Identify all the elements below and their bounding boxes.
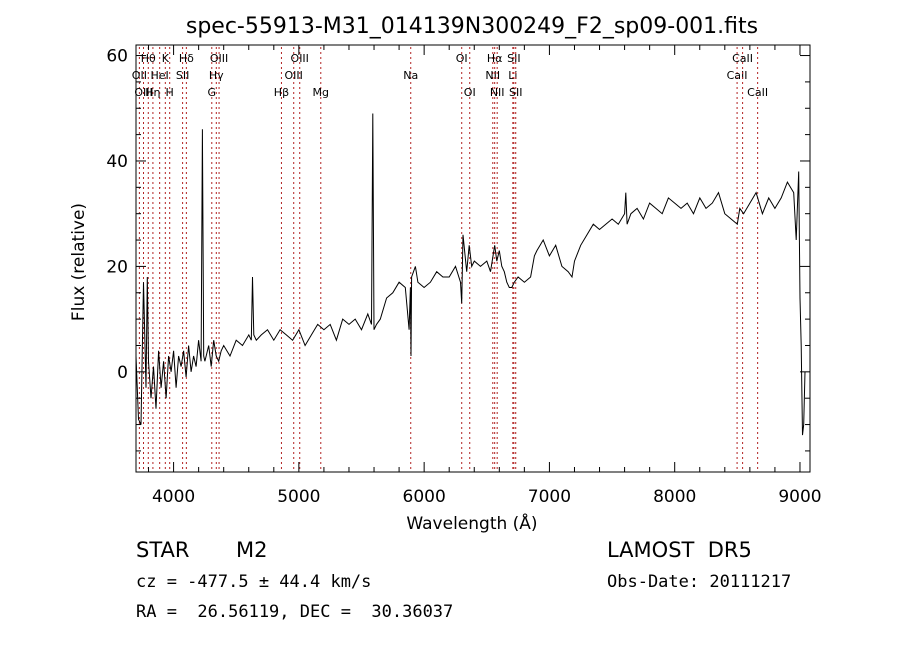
- x-tick-label-5: 9000: [778, 487, 821, 507]
- line-marker-label-8: Hδ: [179, 52, 194, 65]
- y-axis-label: Flux (relative): [69, 203, 89, 321]
- line-marker-label-25: CaII: [727, 69, 748, 82]
- line-marker-label-21: NII: [490, 86, 505, 99]
- line-marker-label-18: OI: [464, 86, 476, 99]
- line-marker-label-6: H: [166, 86, 174, 99]
- x-tick-label-4: 8000: [653, 487, 696, 507]
- line-marker-label-7: SII: [176, 69, 189, 82]
- y-axis: 0 20 40 60: [106, 47, 810, 452]
- line-marker-label-17: OI: [456, 52, 468, 65]
- survey-name: LAMOST DR5: [607, 538, 752, 562]
- line-marker-label-19: NII: [485, 69, 500, 82]
- x-tick-label-1: 5000: [277, 487, 320, 507]
- line-marker-label-23: SII: [507, 52, 520, 65]
- line-marker-label-14: OIII: [291, 52, 309, 65]
- line-marker-label-11: G: [208, 86, 217, 99]
- coordinates: RA = 26.56119, DEC = 30.36037: [136, 602, 454, 622]
- line-marker-label-24: SII: [509, 86, 522, 99]
- y-tick-label-3: 60: [106, 47, 128, 67]
- observation-date: Obs-Date: 20111217: [607, 572, 792, 592]
- line-marker-label-2: OIII: [134, 86, 152, 99]
- plot-frame: [135, 44, 811, 473]
- line-marker-label-12: Hβ: [274, 86, 289, 99]
- line-marker-label-27: CaII: [747, 86, 768, 99]
- line-marker-label-9: Hγ: [209, 69, 224, 82]
- line-marker-label-15: Mg: [313, 86, 329, 99]
- y-tick-label-2: 40: [106, 152, 128, 172]
- line-marker-label-26: CaII: [732, 52, 753, 65]
- object-subclass: M2: [236, 538, 268, 562]
- line-marker-label-10: OIII: [210, 52, 228, 65]
- line-marker-label-5: K: [162, 52, 170, 65]
- y-tick-label-1: 20: [106, 257, 128, 277]
- line-marker-label-4: HeI: [151, 69, 169, 82]
- chart-title: spec-55913-M31_014139N300249_F2_sp09-001…: [186, 14, 758, 39]
- line-marker-label-1: OII: [132, 69, 147, 82]
- spectrum-line: [135, 113, 806, 436]
- x-axis: 4000 5000 6000 7000 8000 9000: [148, 45, 822, 507]
- line-marker-label-20: Hα: [487, 52, 503, 65]
- line-marker-label-16: Na: [403, 69, 418, 82]
- line-marker-label-13: OIII: [285, 69, 303, 82]
- redshift-velocity: cz = -477.5 ± 44.4 km/s: [136, 572, 372, 592]
- x-tick-label-3: 7000: [528, 487, 571, 507]
- y-tick-label-0: 0: [117, 363, 128, 383]
- line-marker-label-3: Hη: [145, 86, 160, 99]
- x-axis-label: Wavelength (Å): [406, 512, 537, 534]
- line-marker-label-22: Li: [508, 69, 517, 82]
- x-tick-label-0: 4000: [152, 487, 195, 507]
- object-type: STAR: [136, 538, 190, 562]
- x-tick-label-2: 6000: [403, 487, 446, 507]
